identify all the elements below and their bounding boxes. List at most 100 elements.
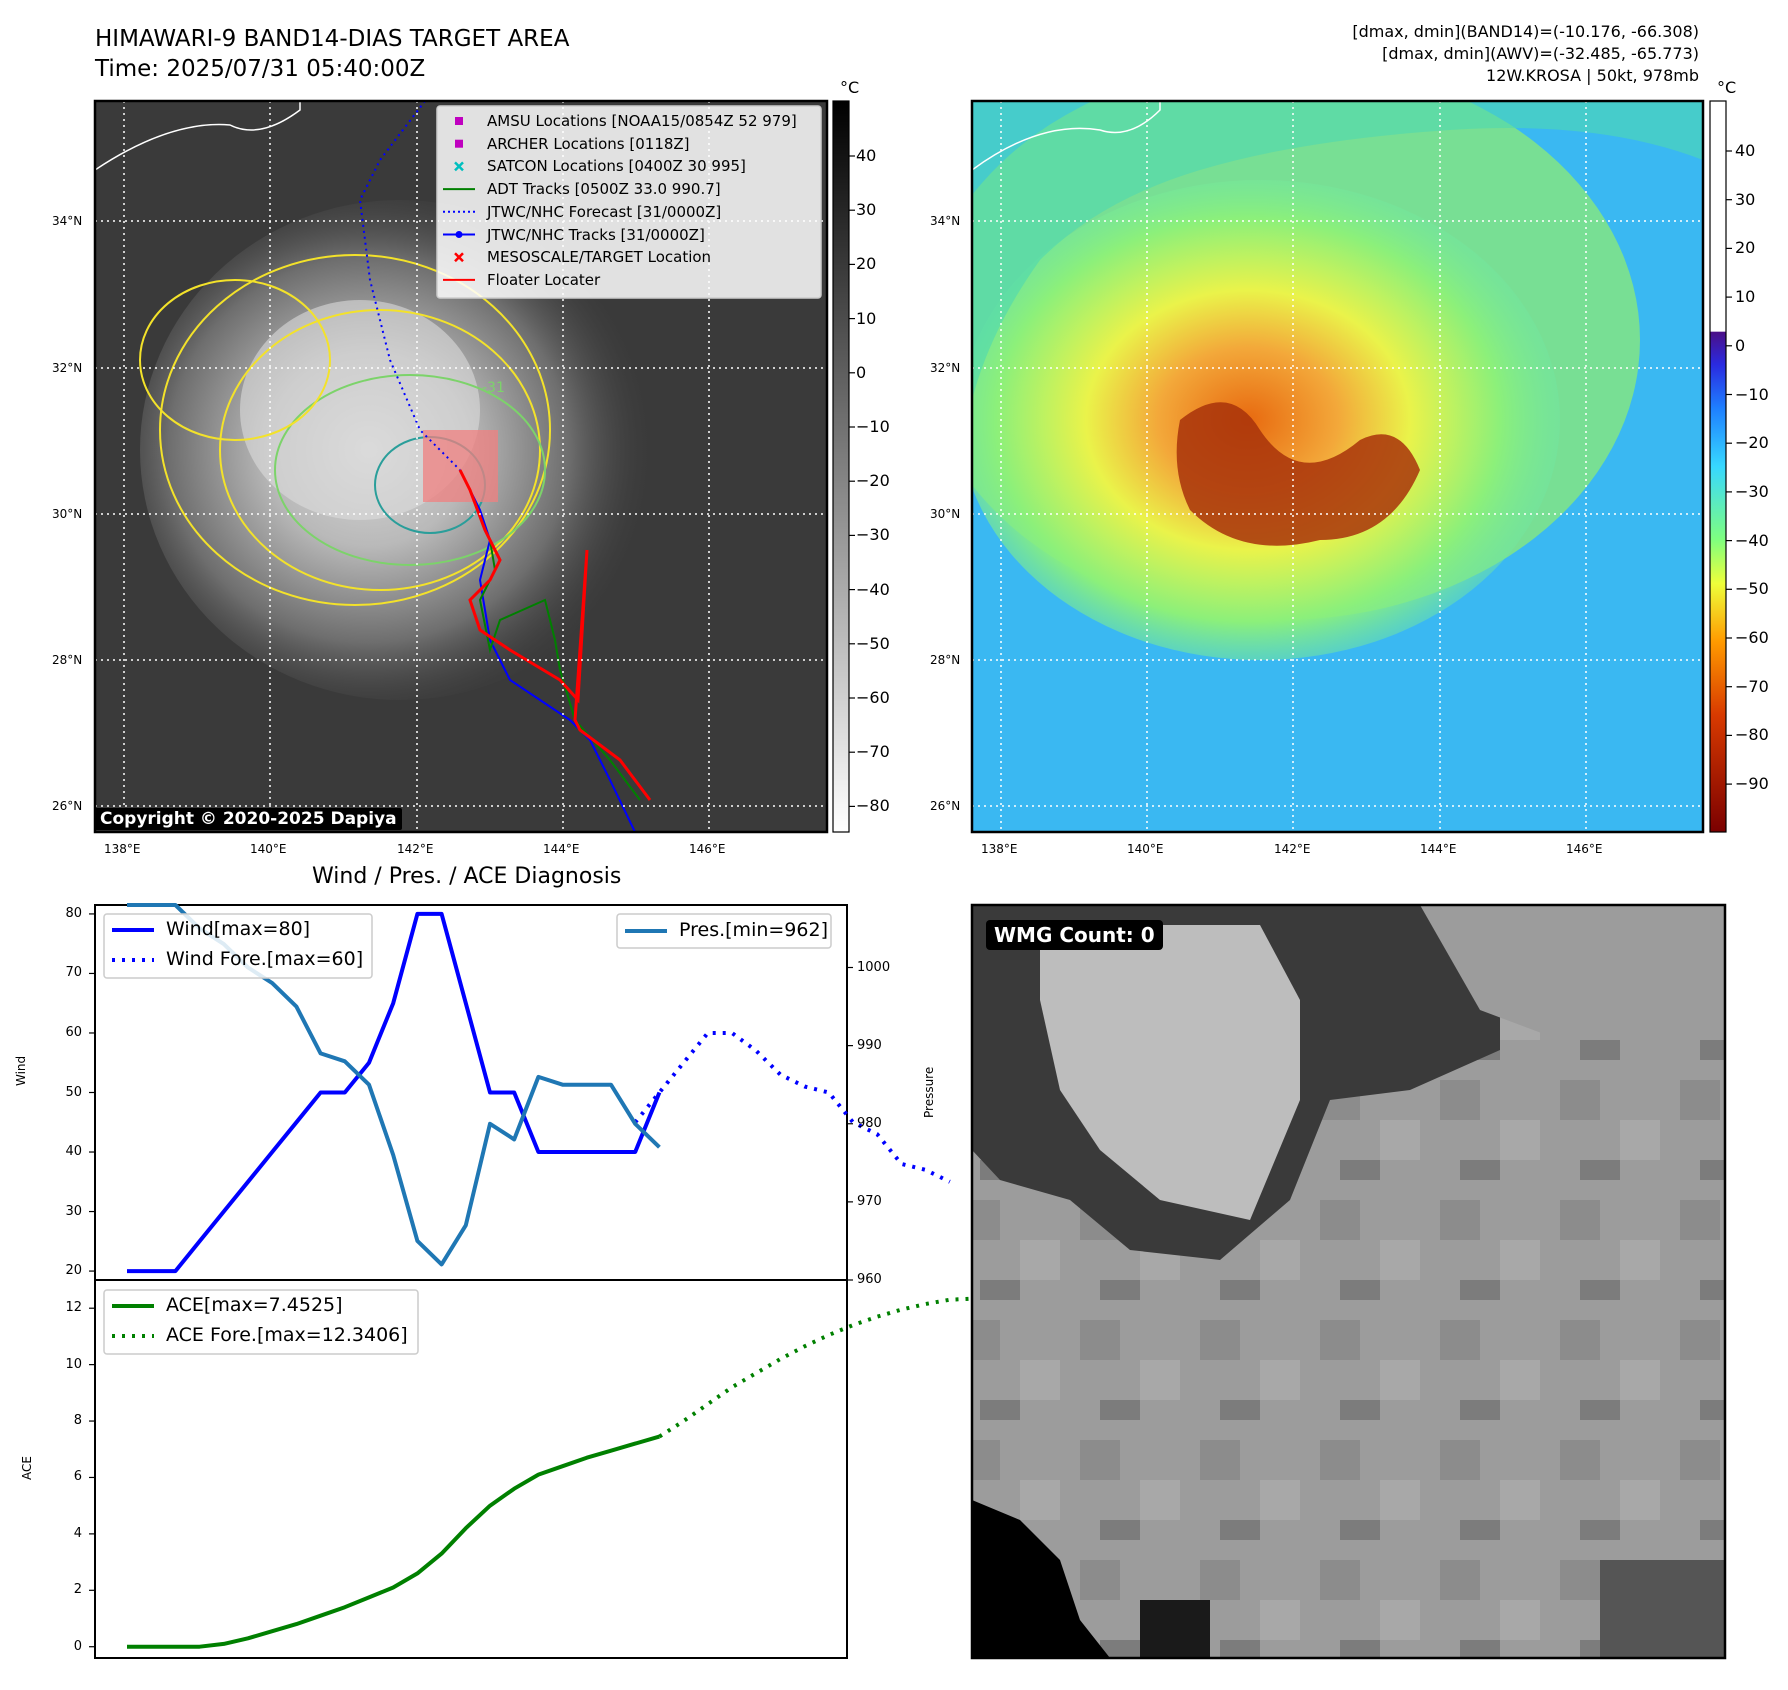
- wind-ytick-label: 70: [65, 965, 82, 981]
- left-colorbar-unit: °C: [840, 78, 860, 97]
- track-legend: [436, 105, 822, 299]
- ace-series-line: [127, 1434, 660, 1649]
- ace-ytick-label: 6: [73, 1469, 82, 1485]
- left-colorbar-tick-label: 10: [856, 308, 877, 328]
- left-colorbar-tick-label: 30: [856, 200, 877, 220]
- ace-legend: [103, 1289, 419, 1355]
- right-colorbar-tick-label: 10: [1735, 287, 1756, 307]
- left-colorbar: [832, 100, 850, 833]
- left-colorbar-tick-label: 0: [856, 362, 867, 382]
- right-colorbar-tick-label: −30: [1735, 481, 1769, 501]
- right-lat-label: 32°N: [930, 361, 961, 375]
- wind-series-line: [127, 911, 662, 1274]
- contour-yellow-outer: [159, 254, 551, 606]
- storm-info: 12W.KROSA | 50kt, 978mb: [1486, 66, 1699, 85]
- wmg-light-region: [1040, 925, 1300, 1220]
- right-lat-label: 30°N: [930, 507, 961, 521]
- legend-square-marker: [455, 117, 463, 125]
- contour-yellow-band: [139, 279, 331, 441]
- right-colorbar-tick-label: −40: [1735, 530, 1769, 550]
- left-colorbar-tick-label: 20: [856, 254, 877, 274]
- left-lon-label: 140°E: [250, 842, 287, 856]
- pres-legend-label: Pres.[min=962]: [679, 919, 828, 941]
- right-colorbar-tick-label: 40: [1735, 141, 1756, 160]
- right-colorbar: [1709, 100, 1727, 833]
- right-colorbar-tick-label: −70: [1735, 676, 1769, 696]
- pressure-ytick-label: 980: [857, 1115, 882, 1131]
- legend-x-marker: [454, 161, 464, 172]
- right-map-frame: [970, 99, 1705, 834]
- time-label: Time: 2025/07/31 05:40:00Z: [95, 56, 426, 82]
- ace-ytick-label: 4: [73, 1525, 82, 1541]
- track-legend-label: ADT Tracks [0500Z 33.0 990.7]: [487, 180, 721, 199]
- wind-ytick-label: 60: [65, 1024, 82, 1040]
- awv-swirl: [972, 180, 1560, 660]
- left-lon-label: 144°E: [543, 842, 580, 856]
- track-legend-label: Floater Locater: [487, 270, 601, 289]
- right-colorbar-tick-label: 30: [1735, 189, 1756, 209]
- contour-label: -31: [482, 380, 505, 396]
- right-colorbar-tick-label: −20: [1735, 433, 1769, 453]
- left-lon-label: 138°E: [104, 842, 141, 856]
- left-colorbar-tick-label: −80: [856, 796, 890, 816]
- awv-stats: [dmax, dmin](AWV)=(-32.485, -65.773): [1382, 44, 1699, 63]
- left-map-frame: [93, 99, 829, 834]
- right-colorbar-tick-label: −50: [1735, 579, 1769, 599]
- right-lon-label: 146°E: [1566, 842, 1603, 856]
- track-legend-label: SATCON Locations [0400Z 30 995]: [487, 157, 746, 176]
- right-colorbar-unit: °C: [1717, 78, 1737, 97]
- track-legend-label: JTWC/NHC Forecast [31/0000Z]: [487, 202, 722, 221]
- target-area-box: [423, 430, 498, 502]
- right-lat-label: 28°N: [930, 653, 961, 667]
- right-colorbar-tick-label: −90: [1735, 774, 1769, 794]
- right-lon-label: 138°E: [981, 842, 1018, 856]
- awv-north-band: [972, 101, 1703, 400]
- wind-ytick-label: 20: [65, 1263, 82, 1279]
- wmg-black-block: [1140, 1600, 1210, 1658]
- track-legend-label: JTWC/NHC Tracks [31/0000Z]: [487, 225, 705, 244]
- pressure-ytick-label: 990: [857, 1037, 882, 1053]
- right-map-panel: [970, 99, 1705, 834]
- wind-ytick-label: 50: [65, 1084, 82, 1100]
- ace-ytick-label: 0: [73, 1638, 82, 1654]
- jtwc-forecast-track: [358, 101, 461, 471]
- track-legend-label: AMSU Locations [NOAA15/0854Z 52 979]: [487, 112, 797, 130]
- ace-ytick-label: 2: [73, 1582, 82, 1598]
- left-lat-label: 26°N: [52, 799, 83, 813]
- ace-chart: [89, 1279, 975, 1659]
- right-colorbar-tick-label: −10: [1735, 384, 1769, 404]
- contour-green: [274, 374, 546, 566]
- right-coastline: [972, 101, 1161, 171]
- left-colorbar-tick-label: −50: [856, 633, 890, 653]
- band14-stats: [dmax, dmin](BAND14)=(-10.176, -66.308): [1352, 22, 1699, 41]
- track-legend-label: ARCHER Locations [0118Z]: [487, 134, 690, 153]
- wind-ytick-label: 30: [65, 1203, 82, 1219]
- left-colorbar-tick-label: −40: [856, 579, 890, 599]
- wind-pressure-chart: [89, 903, 951, 1281]
- awv-dry-core: [1176, 402, 1420, 546]
- left-lat-label: 28°N: [52, 653, 83, 667]
- wmg-count-badge: WMG Count: 0: [986, 920, 1163, 950]
- right-lon-label: 144°E: [1420, 842, 1457, 856]
- left-colorbar-ticks: [849, 155, 855, 808]
- left-lat-label: 34°N: [52, 214, 83, 228]
- wmg-panel: [970, 903, 1727, 1660]
- pressure-legend: [616, 913, 832, 949]
- pressure-axis-label: Pressure: [922, 1066, 936, 1118]
- ace-ytick-label: 12: [65, 1300, 82, 1316]
- right-lon-label: 142°E: [1274, 842, 1311, 856]
- wind-fore-legend-label: Wind Fore.[max=60]: [166, 948, 364, 970]
- right-colorbar-ticks: [1726, 150, 1732, 785]
- right-colorbar-tick-label: 0: [1735, 335, 1746, 355]
- left-lon-label: 146°E: [689, 842, 726, 856]
- right-graticule: [972, 101, 1703, 832]
- right-colorbar-tick-label: −80: [1735, 725, 1769, 745]
- wmg-dark-block: [1600, 1560, 1725, 1658]
- ace-axis-label: ACE: [20, 1456, 34, 1480]
- legend-dot-marker: [455, 231, 463, 238]
- wmg-frame: [970, 903, 1727, 1660]
- left-colorbar-tick-label: −20: [856, 471, 890, 491]
- floater-locater: [458, 469, 652, 801]
- right-lon-label: 140°E: [1127, 842, 1164, 856]
- right-colorbar-tick-label: −60: [1735, 628, 1769, 647]
